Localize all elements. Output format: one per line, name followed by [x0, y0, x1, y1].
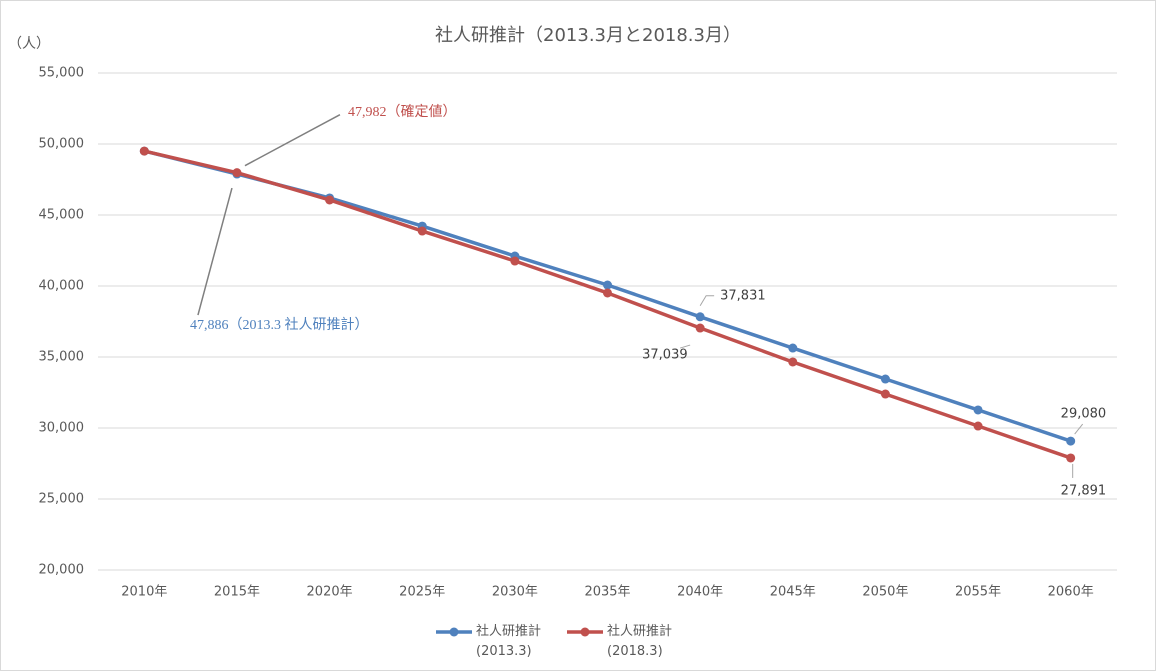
data-point	[788, 343, 798, 353]
x-tick-label: 2035年	[584, 585, 630, 600]
legend-item: 社人研推計 (2018.3)	[567, 622, 672, 662]
y-tick-label: 45,000	[39, 208, 85, 223]
data-label: 37,831	[720, 288, 766, 303]
data-label: 37,039	[642, 348, 688, 363]
data-point	[232, 168, 242, 178]
leader-line	[679, 344, 691, 349]
x-tick-label: 2010年	[121, 585, 167, 600]
data-point	[139, 146, 149, 156]
data-point	[973, 421, 983, 431]
data-point	[880, 389, 890, 399]
data-label: 47,886（2013.3 社人研推計）	[190, 317, 368, 333]
y-tick-label: 55,000	[39, 66, 85, 81]
data-point	[325, 195, 335, 205]
x-tick-label: 2040年	[677, 585, 723, 600]
data-label: 29,080	[1061, 407, 1107, 422]
y-tick-label: 25,000	[39, 492, 85, 507]
y-tick-label: 40,000	[39, 279, 85, 294]
data-label: 27,891	[1061, 483, 1107, 498]
legend-swatch	[436, 627, 472, 637]
leader-line	[197, 187, 233, 316]
data-point	[603, 280, 612, 290]
y-tick-label: 20,000	[39, 563, 85, 578]
leader-line	[244, 113, 341, 167]
x-tick-label: 2025年	[399, 585, 445, 600]
data-point	[788, 357, 798, 367]
x-tick-label: 2030年	[492, 585, 538, 600]
legend-item: 社人研推計 (2013.3)	[436, 622, 541, 662]
data-point	[417, 226, 427, 236]
data-point	[880, 374, 890, 384]
x-tick-label: 2045年	[770, 585, 816, 600]
x-tick-label: 2060年	[1048, 585, 1094, 600]
data-point	[695, 312, 705, 322]
legend: 社人研推計 (2013.3) 社人研推計 (2018.3)	[436, 622, 672, 662]
x-tick-label: 2020年	[307, 585, 353, 600]
leader-line	[1074, 423, 1084, 435]
x-tick-label: 2050年	[862, 585, 908, 600]
x-tick-label: 2015年	[214, 585, 260, 600]
data-point	[510, 256, 520, 266]
data-point	[603, 288, 612, 298]
data-point	[695, 323, 705, 333]
data-label: 47,982（確定値）	[348, 104, 457, 120]
data-point	[973, 405, 983, 415]
x-tick-label: 2055年	[955, 585, 1001, 600]
y-tick-label: 30,000	[39, 421, 85, 436]
legend-label: 社人研推計 (2013.3)	[476, 624, 542, 659]
legend-swatch	[567, 627, 604, 637]
leader-line	[699, 295, 715, 307]
data-point	[1066, 453, 1076, 463]
y-tick-label: 35,000	[39, 350, 85, 365]
legend-label: 社人研推計 (2018.3)	[607, 624, 673, 659]
chart-title: 社人研推計（2013.3月と2018.3月）	[435, 25, 741, 46]
y-axis-label: （人）	[8, 36, 50, 52]
y-tick-label: 50,000	[39, 137, 85, 152]
data-point	[1066, 436, 1076, 446]
